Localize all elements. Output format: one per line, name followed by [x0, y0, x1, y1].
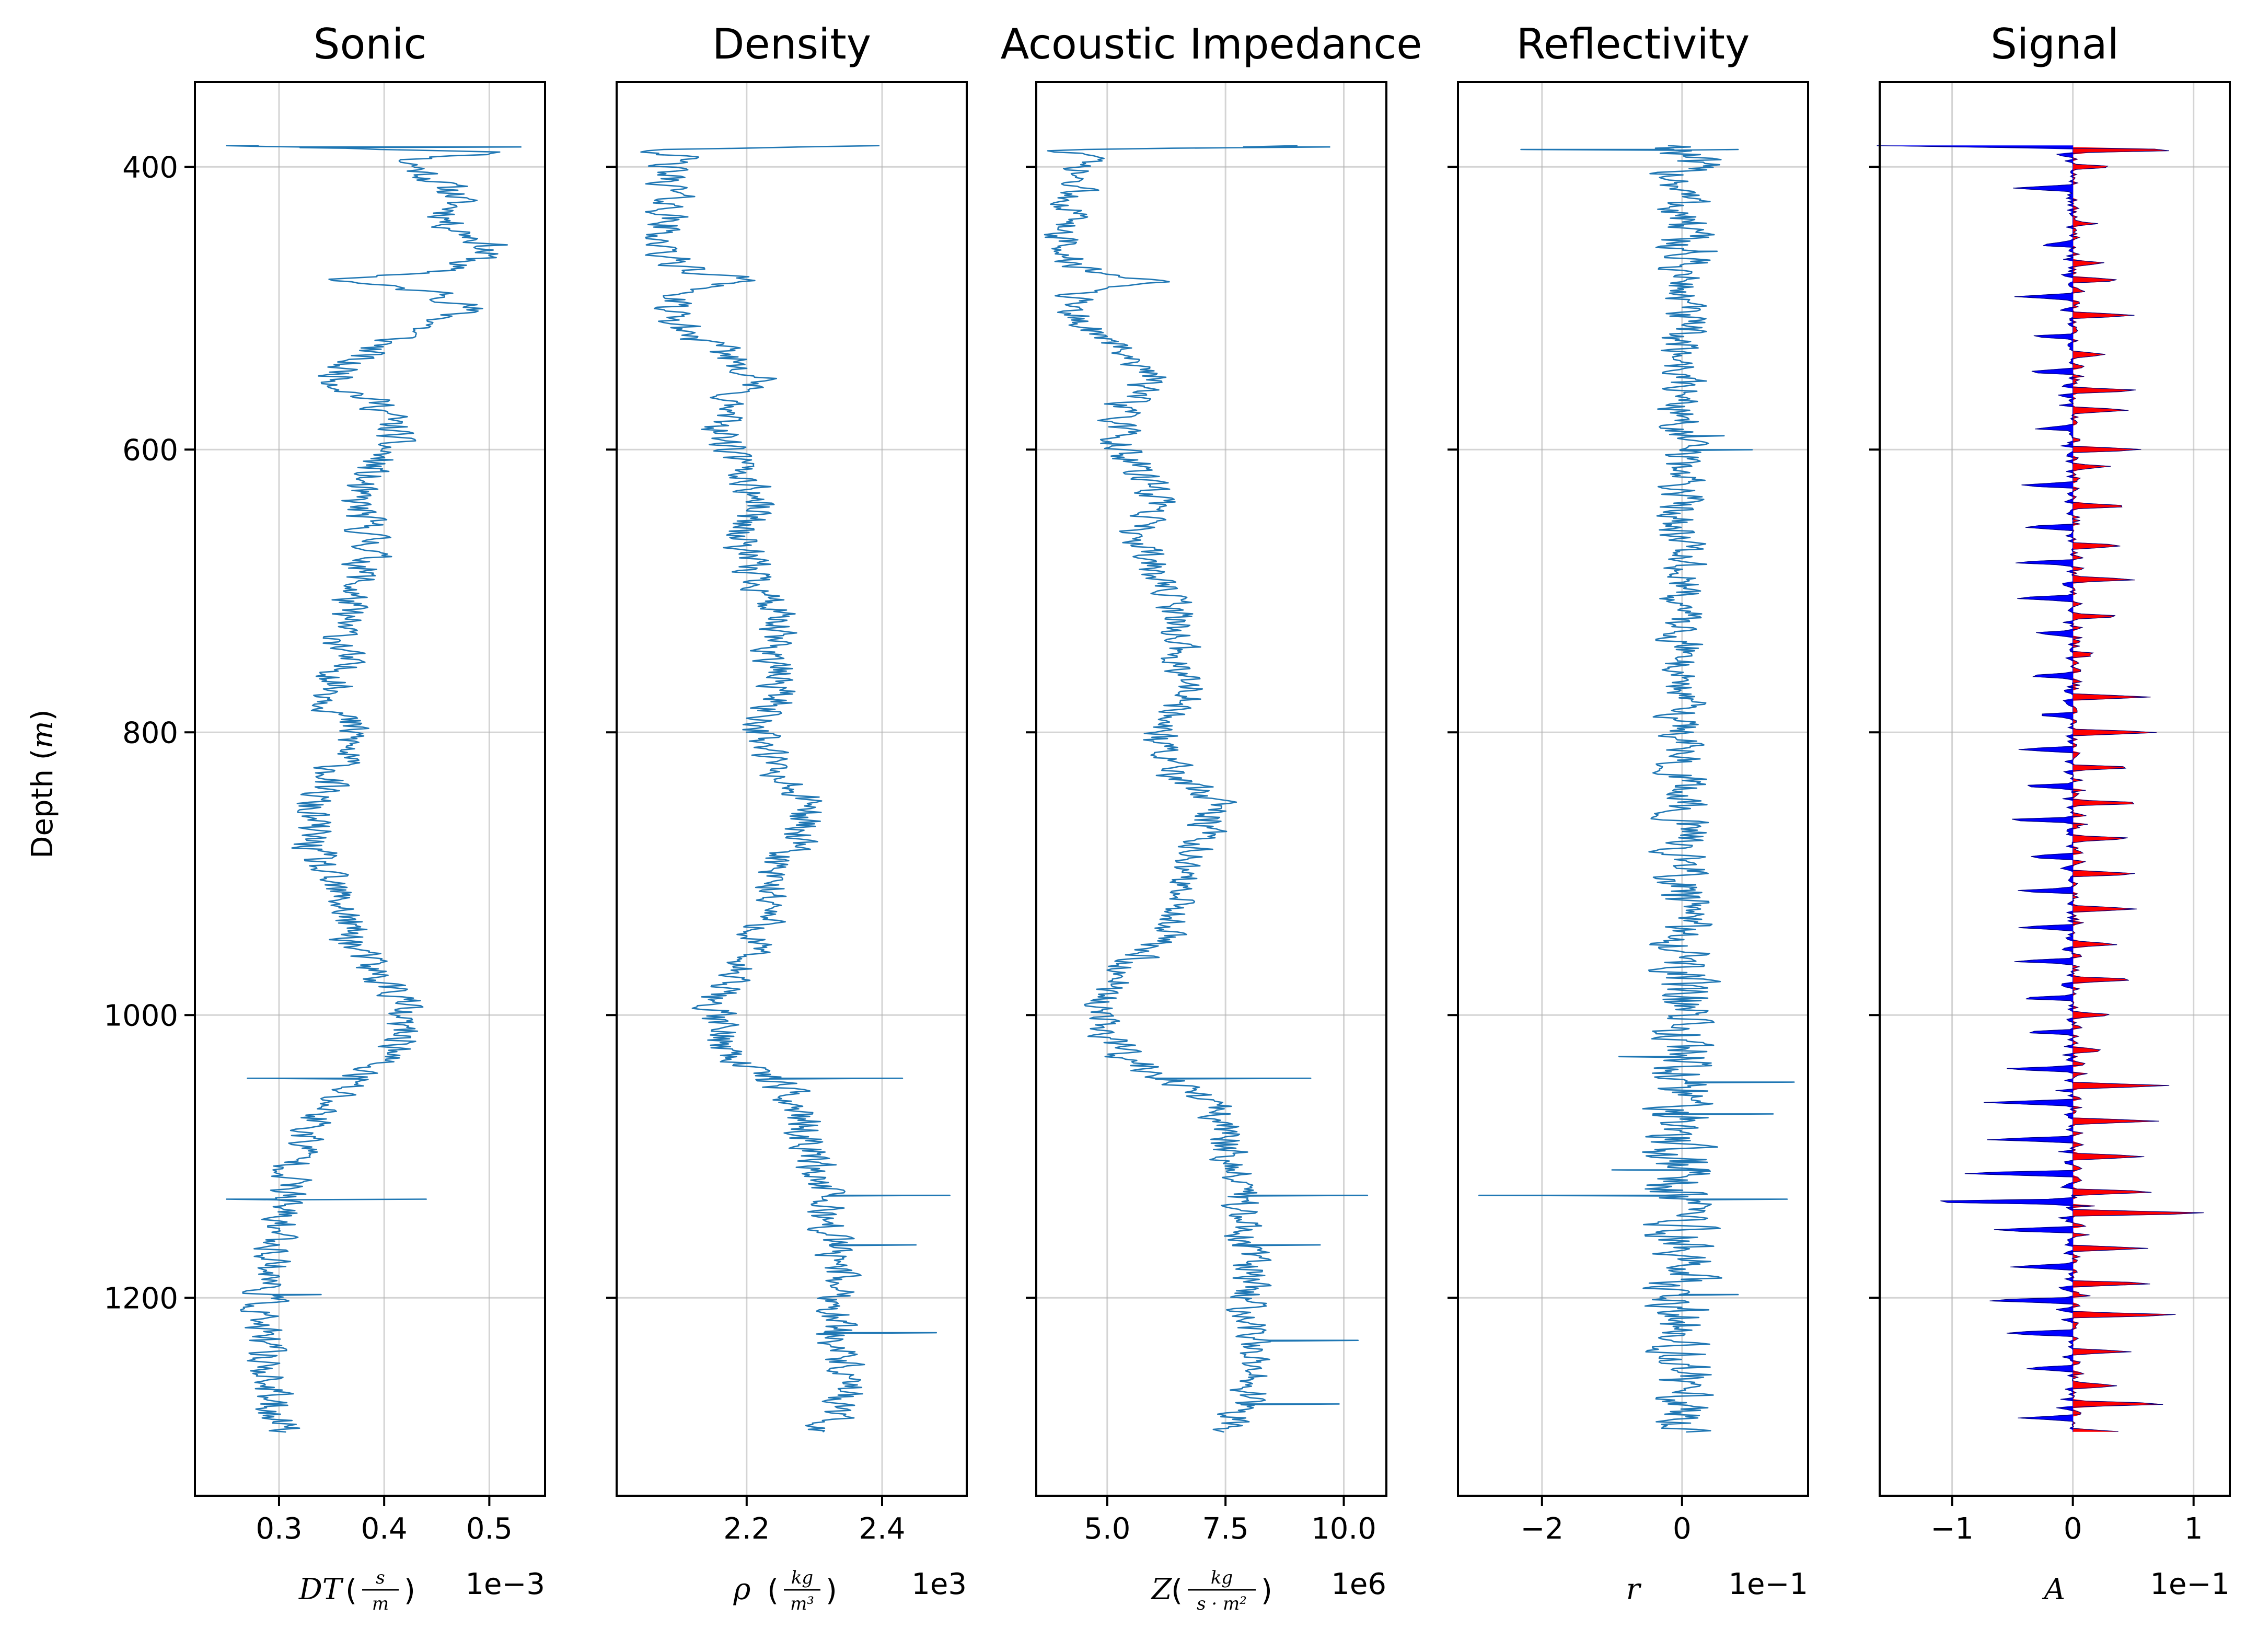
x-tick-label: −2: [1521, 1512, 1564, 1546]
y-tick-label: 1200: [103, 1281, 178, 1315]
x-tick-label: 5.0: [1084, 1512, 1130, 1546]
x-tick-label: 0: [2064, 1512, 2082, 1546]
x-tick-label: 2.4: [859, 1512, 905, 1546]
y-tick-label: 800: [122, 716, 178, 750]
x-axis-symbol: DT: [298, 1573, 344, 1607]
axes-frame: [1035, 81, 1387, 1497]
paren-open: (: [345, 1574, 357, 1608]
paren-open: (: [767, 1574, 779, 1608]
x-offset-text: 1e−1: [2150, 1567, 2230, 1601]
signal-negative-fill: [1877, 145, 2074, 1432]
x-axis-symbol: Z: [1151, 1573, 1173, 1607]
x-axis-symbol: A: [2042, 1573, 2065, 1607]
unit-numerator: kg: [791, 1567, 813, 1588]
x-tick-label: −1: [1930, 1512, 1974, 1546]
x-axis-label: ρ ( kg m³): [733, 1567, 837, 1614]
x-axis-label: r: [1626, 1573, 1642, 1607]
reflectivity-trace: [1478, 145, 1795, 1433]
x-offset-text: 1e3: [911, 1567, 967, 1601]
x-tick-label: 7.5: [1202, 1512, 1249, 1546]
panel-title: Signal: [1990, 20, 2119, 68]
x-tick-label: 1: [2184, 1512, 2203, 1546]
paren-close: ): [826, 1574, 837, 1608]
density-trace: [640, 145, 951, 1433]
x-offset-text: 1e6: [1331, 1567, 1386, 1601]
paren-close: ): [404, 1574, 415, 1608]
panel-title: Sonic: [314, 20, 427, 68]
x-offset-text: 1e−3: [465, 1567, 545, 1601]
x-axis-symbol: r: [1626, 1573, 1642, 1607]
unit-denominator: m³: [790, 1593, 814, 1614]
x-tick-label: 2.2: [723, 1512, 770, 1546]
axes-frame: [1457, 81, 1809, 1497]
y-tick-label: 600: [122, 433, 178, 467]
y-tick-label: 400: [122, 151, 178, 184]
panel-signal: −1 0 1 Signal A 1e−1: [1869, 20, 2231, 1607]
signal-trace: [1877, 145, 2204, 1432]
panel-title: Density: [712, 20, 871, 68]
y-tick-label: 1000: [103, 999, 178, 1033]
x-axis-symbol: ρ: [733, 1573, 751, 1607]
panel-title: Reflectivity: [1516, 20, 1750, 68]
x-axis-label: DT( sm): [298, 1567, 415, 1614]
y-axis-label: Depth (m): [26, 709, 60, 858]
x-axis-label: Z( kg s · m²): [1151, 1567, 1272, 1614]
x-axis-label: A: [2042, 1573, 2065, 1607]
paren-close: ): [1261, 1574, 1272, 1608]
x-offset-text: 1e−1: [1728, 1567, 1808, 1601]
sonic-trace: [226, 145, 522, 1433]
x-tick-label: 10.0: [1311, 1512, 1376, 1546]
signal-positive-fill: [2071, 145, 2204, 1432]
unit-numerator: s: [376, 1567, 385, 1588]
panel-density: 2.2 2.4 Density ρ ( kg m³) 1e3: [606, 20, 968, 1614]
paren-open: (: [1171, 1574, 1183, 1608]
axes-frame: [1879, 81, 2231, 1497]
impedance-trace: [1044, 145, 1369, 1433]
unit-denominator: s · m²: [1197, 1593, 1247, 1614]
panel-sonic: 400 600 800 1000 1200 0.3 0.4 0.5 Sonic DT( sm) 1e−…: [103, 20, 546, 1614]
axes-frame: [194, 81, 546, 1497]
x-tick-label: 0: [1673, 1512, 1692, 1546]
panel-reflectivity: −2 0 Reflectivity r 1e−1: [1448, 20, 1809, 1607]
unit-numerator: kg: [1211, 1567, 1233, 1588]
unit-denominator: m: [372, 1593, 389, 1614]
x-tick-label: 0.4: [361, 1512, 408, 1546]
axes-frame: [616, 81, 968, 1497]
x-tick-label: 0.5: [466, 1512, 513, 1546]
panel-impedance: 5.0 7.5 10.0 Acoustic Impedance Z( kg s · m²) 1…: [1001, 20, 1422, 1614]
panel-title: Acoustic Impedance: [1001, 20, 1422, 68]
x-tick-label: 0.3: [256, 1512, 302, 1546]
